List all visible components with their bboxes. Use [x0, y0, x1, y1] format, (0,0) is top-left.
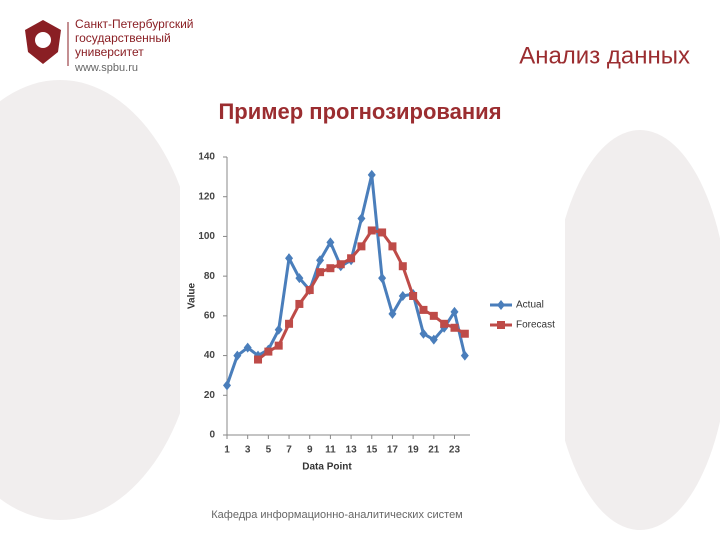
data-point	[419, 305, 428, 314]
x-tick-label: 15	[366, 445, 378, 456]
data-point	[450, 306, 459, 317]
x-axis-label: Data Point	[302, 462, 352, 473]
x-tick-label: 17	[387, 445, 399, 456]
data-point	[388, 308, 397, 319]
y-tick-label: 0	[209, 430, 215, 441]
data-point	[460, 329, 469, 338]
data-point	[295, 299, 304, 308]
data-point	[295, 273, 304, 284]
data-point	[285, 253, 294, 264]
data-point	[429, 334, 438, 345]
data-point	[367, 169, 376, 180]
data-point	[378, 273, 387, 284]
university-name: государственный	[75, 31, 171, 45]
x-tick-label: 23	[449, 445, 461, 456]
data-point	[440, 319, 449, 328]
data-point	[460, 350, 469, 361]
data-point	[223, 380, 231, 391]
x-tick-label: 7	[286, 445, 292, 456]
data-point	[305, 286, 314, 295]
chart-area	[180, 143, 565, 478]
data-point	[419, 328, 428, 339]
data-point	[233, 350, 242, 361]
data-point	[409, 292, 418, 300]
data-point	[429, 311, 438, 320]
x-tick-label: 13	[346, 445, 358, 456]
legend-label: Actual	[516, 300, 544, 311]
y-tick-label: 100	[198, 231, 215, 242]
y-tick-label: 120	[198, 191, 215, 202]
university-name: университет	[75, 45, 144, 59]
x-tick-label: 5	[266, 445, 272, 456]
university-name: Санкт-Петербургский	[75, 17, 194, 31]
legend-label: Forecast	[516, 320, 555, 331]
data-point	[398, 291, 407, 301]
y-tick-label: 60	[204, 310, 216, 321]
y-tick-label: 20	[204, 390, 216, 401]
legend-marker	[497, 300, 505, 310]
website: www.spbu.ru	[74, 62, 138, 74]
x-tick-label: 11	[325, 445, 336, 456]
data-point	[336, 260, 345, 269]
data-point	[357, 213, 366, 224]
data-point	[254, 355, 263, 364]
data-point	[378, 228, 387, 237]
data-point	[285, 319, 294, 328]
footer: Кафедра информационно-аналитических сист…	[211, 509, 463, 521]
y-tick-label: 140	[198, 152, 215, 163]
x-tick-label: 19	[408, 445, 420, 456]
data-point	[274, 324, 283, 335]
x-tick-label: 3	[245, 445, 251, 456]
chart-title: Пример прогнозирования	[218, 99, 501, 124]
watermark	[0, 80, 720, 530]
section-title: Анализ данных	[519, 42, 690, 69]
data-point	[388, 242, 397, 251]
data-point	[367, 226, 376, 235]
x-tick-label: 21	[428, 445, 440, 456]
y-tick-label: 80	[204, 271, 216, 282]
data-point	[316, 255, 325, 266]
legend-marker	[497, 321, 505, 329]
data-point	[274, 341, 283, 350]
x-tick-label: 1	[224, 445, 230, 456]
data-point	[243, 342, 252, 353]
data-point	[347, 254, 356, 263]
y-tick-label: 40	[204, 350, 216, 361]
y-axis-label: Value	[187, 283, 198, 310]
data-point	[326, 264, 335, 273]
x-tick-label: 9	[307, 445, 313, 456]
data-point	[264, 347, 273, 356]
data-point	[398, 262, 407, 271]
data-point	[450, 323, 459, 332]
data-point	[357, 242, 366, 251]
logo-emblem	[25, 20, 61, 64]
data-point	[326, 237, 335, 248]
data-point	[316, 268, 325, 277]
